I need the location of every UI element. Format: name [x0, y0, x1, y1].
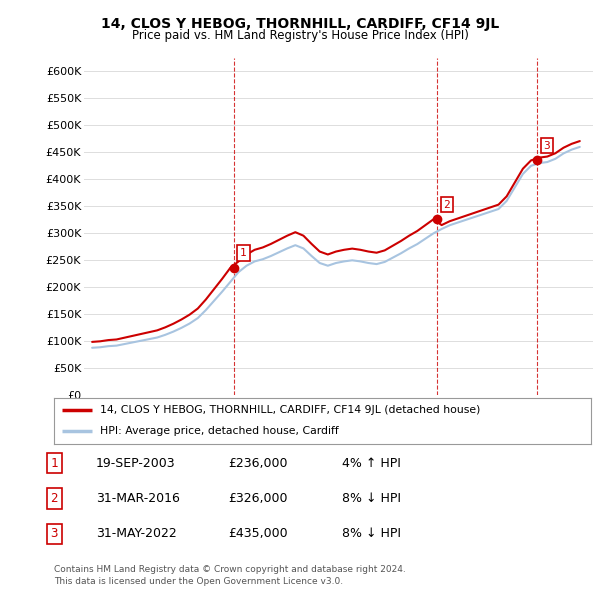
Text: Price paid vs. HM Land Registry's House Price Index (HPI): Price paid vs. HM Land Registry's House …	[131, 29, 469, 42]
Text: 4% ↑ HPI: 4% ↑ HPI	[342, 457, 401, 470]
Text: 31-MAY-2022: 31-MAY-2022	[96, 527, 177, 540]
Text: 8% ↓ HPI: 8% ↓ HPI	[342, 492, 401, 505]
Text: 3: 3	[50, 527, 58, 540]
Text: 2: 2	[50, 492, 58, 505]
Text: 14, CLOS Y HEBOG, THORNHILL, CARDIFF, CF14 9JL: 14, CLOS Y HEBOG, THORNHILL, CARDIFF, CF…	[101, 17, 499, 31]
Text: £236,000: £236,000	[228, 457, 287, 470]
Text: 31-MAR-2016: 31-MAR-2016	[96, 492, 180, 505]
Text: 14, CLOS Y HEBOG, THORNHILL, CARDIFF, CF14 9JL (detached house): 14, CLOS Y HEBOG, THORNHILL, CARDIFF, CF…	[100, 405, 480, 415]
Text: 2: 2	[443, 199, 450, 209]
Text: 3: 3	[544, 140, 550, 150]
Text: £326,000: £326,000	[228, 492, 287, 505]
Text: This data is licensed under the Open Government Licence v3.0.: This data is licensed under the Open Gov…	[54, 577, 343, 586]
Text: 1: 1	[50, 457, 58, 470]
Text: 1: 1	[240, 248, 247, 258]
Text: HPI: Average price, detached house, Cardiff: HPI: Average price, detached house, Card…	[100, 426, 338, 436]
Text: 8% ↓ HPI: 8% ↓ HPI	[342, 527, 401, 540]
Text: Contains HM Land Registry data © Crown copyright and database right 2024.: Contains HM Land Registry data © Crown c…	[54, 565, 406, 574]
Text: £435,000: £435,000	[228, 527, 287, 540]
Text: 19-SEP-2003: 19-SEP-2003	[96, 457, 176, 470]
